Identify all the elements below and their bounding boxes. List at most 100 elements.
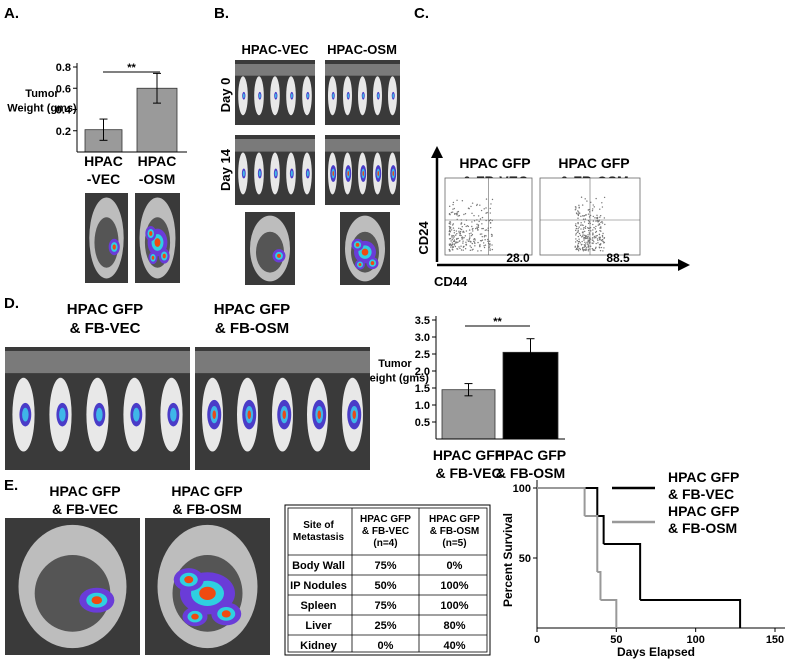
flow-dot [575, 247, 578, 250]
flow-dot [480, 250, 482, 252]
flow-dot [595, 236, 597, 239]
flow-dot [585, 236, 587, 238]
flow-dot [449, 229, 451, 232]
flow-dot [586, 243, 589, 245]
flow-dot [585, 248, 587, 250]
flow-dot [459, 228, 462, 230]
significance: ** [493, 316, 502, 328]
flow-dot [449, 237, 452, 240]
flow-dot [583, 221, 586, 223]
table-cell: 75% [374, 560, 396, 572]
y-tick-label: 50 [519, 553, 531, 565]
arrow-head [678, 259, 690, 271]
flow-dot [452, 223, 455, 225]
flow-dot [579, 212, 581, 214]
flow-dot [454, 242, 457, 244]
flow-dot [583, 226, 585, 229]
x-tick-label: 50 [610, 634, 622, 646]
y-axis-label: Tumor Weight (gms) [7, 88, 77, 114]
flow-dot [458, 232, 460, 234]
flow-dot [450, 211, 453, 214]
flow-dot [481, 235, 483, 238]
table-cell: 80% [443, 620, 465, 632]
flow-dot [599, 216, 601, 218]
flow-dot [592, 220, 595, 222]
signal [247, 410, 251, 419]
photo-bar [235, 139, 315, 152]
flow-dot [575, 229, 577, 232]
flow-dot [591, 237, 594, 239]
flow-dot [574, 206, 577, 208]
survival-step [603, 543, 642, 600]
flow-dot [483, 208, 485, 210]
signal [377, 171, 379, 176]
cavity [34, 554, 111, 632]
flow-dot [578, 226, 580, 228]
flow-dot [598, 247, 601, 249]
flow-dot [575, 234, 577, 236]
signal [277, 253, 281, 258]
flow-dot [489, 245, 491, 247]
flow-dot [577, 214, 580, 217]
group-label: HPAC GFP& FB-OSM [171, 483, 242, 517]
flow-dot [458, 214, 461, 217]
y-axis-label: Tumor weight (gms) [360, 358, 429, 384]
percentage: 88.5 [606, 251, 630, 265]
flow-dot [600, 226, 602, 228]
flow-dot [453, 243, 455, 245]
table-cell: 25% [374, 620, 396, 632]
flow-dot [581, 243, 583, 246]
error-bar [464, 383, 473, 397]
flow-dot [598, 233, 601, 236]
signal [362, 93, 365, 99]
signal [242, 93, 245, 99]
flow-dot [481, 239, 484, 241]
flow-dot [599, 208, 601, 210]
signal [258, 93, 261, 99]
flow-dot [462, 240, 464, 242]
signal [355, 242, 360, 247]
flow-dot [451, 224, 454, 226]
flow-dot [575, 248, 577, 251]
photo-bar [5, 351, 190, 374]
flow-dot [491, 235, 493, 238]
flow-dot [474, 242, 476, 245]
table-cell: 75% [374, 600, 396, 612]
flow-dot [455, 234, 457, 236]
flow-dot [582, 232, 584, 234]
flow-dot [593, 241, 595, 243]
photo-bar [195, 351, 370, 374]
flow-dot [476, 204, 478, 207]
signal [133, 407, 140, 422]
flow-dot [603, 217, 606, 219]
flow-dot [577, 231, 579, 233]
flow-dot [587, 245, 590, 247]
group-label: HPAC GFP& FB-OSM [214, 301, 290, 337]
flow-dot [589, 245, 592, 247]
flow-dot [583, 230, 586, 233]
flow-dot [593, 226, 595, 229]
flow-dot [597, 242, 599, 244]
flow-dot [597, 224, 600, 226]
flow-dot [448, 222, 451, 224]
flow-dot [487, 238, 489, 241]
signal [59, 407, 66, 422]
flow-dot [576, 212, 578, 215]
y-tick-label: 0.8 [56, 62, 71, 74]
signal [290, 170, 293, 177]
flow-dot [477, 215, 480, 217]
flow-dot [594, 247, 597, 250]
table-inner [287, 507, 488, 653]
x-tick-label: HPAC -OSM [138, 153, 177, 187]
signal [154, 238, 161, 247]
flow-dot [448, 205, 451, 208]
x-axis-label: Days Elapsed [617, 645, 695, 659]
flow-dot [479, 245, 481, 248]
flow-dot [477, 226, 480, 228]
flow-dot [448, 213, 451, 215]
flow-dot [485, 212, 487, 214]
flow-dot [467, 207, 470, 209]
signal [149, 231, 153, 236]
flow-dot [592, 223, 594, 226]
flow-dot [455, 212, 458, 215]
